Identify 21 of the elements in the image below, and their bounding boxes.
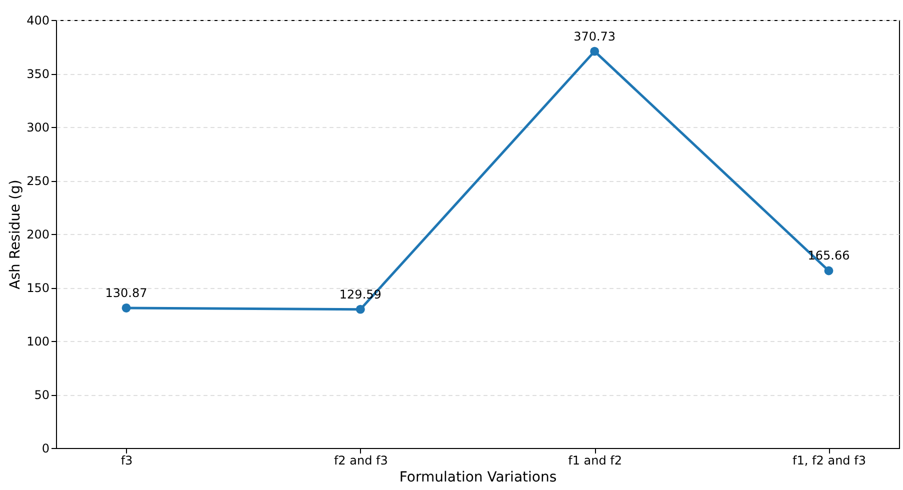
x-tick-label: f2 and f3 — [334, 454, 388, 468]
y-tick-label: 50 — [34, 388, 50, 402]
x-tick-label: f1 and f2 — [568, 454, 622, 468]
y-tick-label: 400 — [26, 14, 50, 28]
point — [590, 46, 600, 56]
point — [356, 304, 365, 314]
y-tick-label: 300 — [26, 120, 50, 134]
x-axis-title: Formulation Variations — [399, 470, 557, 486]
y-tick-label: 200 — [26, 228, 50, 242]
data-label: 130.87 — [105, 286, 148, 300]
x-tick-label: f3 — [120, 454, 133, 468]
y-tick-label: 0 — [42, 442, 50, 456]
y-tick-label: 100 — [26, 334, 50, 348]
x-tick-label: f1, f2 and f3 — [792, 454, 866, 468]
y-tick-label: 250 — [26, 174, 50, 188]
data-label: 370.73 — [574, 29, 616, 44]
y-tick-label: 150 — [26, 281, 50, 295]
y-axis-title: Ash Residue (g) — [8, 180, 24, 290]
y-tick-label: 350 — [26, 67, 50, 81]
point — [122, 304, 131, 312]
point — [824, 266, 834, 276]
